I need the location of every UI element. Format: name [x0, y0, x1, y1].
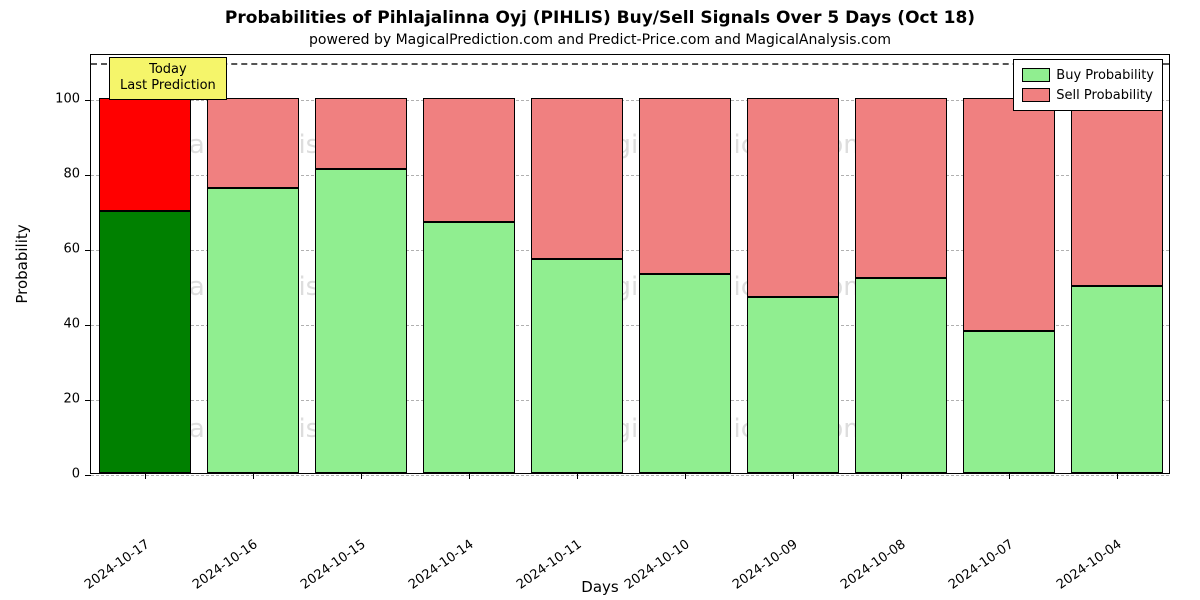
bar-buy [99, 211, 192, 474]
xtick-mark [469, 473, 470, 479]
ytick-label: 60 [0, 242, 80, 257]
xtick-mark [685, 473, 686, 479]
bar-sell [315, 98, 408, 169]
xtick-mark [145, 473, 146, 479]
ytick-mark [85, 475, 91, 476]
bar-buy [855, 278, 948, 473]
ytick-label: 0 [0, 467, 80, 482]
reference-line [91, 63, 1169, 65]
ytick-mark [85, 325, 91, 326]
bar-buy [639, 274, 732, 473]
bar-buy [747, 297, 840, 473]
bar-slot [1071, 53, 1164, 473]
xtick-mark [793, 473, 794, 479]
today-annotation: Today Last Prediction [109, 57, 227, 100]
y-axis-label: Probability [13, 224, 31, 303]
bar-buy [207, 188, 300, 473]
bar-slot [423, 53, 516, 473]
bar-sell [207, 98, 300, 188]
xtick-mark [361, 473, 362, 479]
bar-slot [531, 53, 624, 473]
bar-sell [747, 98, 840, 297]
bar-buy [423, 222, 516, 473]
bar-slot [855, 53, 948, 473]
bar-buy [315, 169, 408, 473]
legend-item-buy: Buy Probability [1022, 65, 1154, 85]
xtick-mark [901, 473, 902, 479]
legend-label-buy: Buy Probability [1056, 68, 1154, 83]
legend-swatch-sell [1022, 88, 1050, 102]
bar-slot [747, 53, 840, 473]
bar-sell [963, 98, 1056, 331]
bar-sell [1071, 98, 1164, 286]
plot-area: MagicalAnalysis.comMagicalPrediction.com… [90, 54, 1170, 474]
ytick-mark [85, 100, 91, 101]
figure: Probabilities of Pihlajalinna Oyj (PIHLI… [0, 0, 1200, 600]
ytick-label: 80 [0, 167, 80, 182]
bar-buy [1071, 286, 1164, 474]
annotation-line2: Last Prediction [120, 78, 216, 94]
x-axis-label: Days [0, 578, 1200, 596]
legend: Buy Probability Sell Probability [1013, 59, 1163, 111]
xtick-mark [1009, 473, 1010, 479]
legend-item-sell: Sell Probability [1022, 85, 1154, 105]
bar-buy [963, 331, 1056, 474]
bar-slot [315, 53, 408, 473]
chart-subtitle: powered by MagicalPrediction.com and Pre… [0, 32, 1200, 48]
annotation-line1: Today [120, 62, 216, 78]
bar-slot [963, 53, 1056, 473]
xtick-mark [253, 473, 254, 479]
bar-sell [531, 98, 624, 259]
bar-slot [639, 53, 732, 473]
bar-slot [99, 53, 192, 473]
bar-sell [639, 98, 732, 274]
ytick-label: 100 [0, 92, 80, 107]
legend-swatch-buy [1022, 68, 1050, 82]
bar-buy [531, 259, 624, 473]
xtick-mark [577, 473, 578, 479]
bar-sell [855, 98, 948, 278]
bar-slot [207, 53, 300, 473]
chart-title: Probabilities of Pihlajalinna Oyj (PIHLI… [0, 8, 1200, 28]
ytick-mark [85, 400, 91, 401]
ytick-mark [85, 175, 91, 176]
bar-sell [99, 98, 192, 211]
xtick-mark [1117, 473, 1118, 479]
ytick-mark [85, 250, 91, 251]
legend-label-sell: Sell Probability [1056, 88, 1152, 103]
bars-layer [91, 55, 1169, 473]
ytick-label: 20 [0, 392, 80, 407]
ytick-label: 40 [0, 317, 80, 332]
bar-sell [423, 98, 516, 222]
